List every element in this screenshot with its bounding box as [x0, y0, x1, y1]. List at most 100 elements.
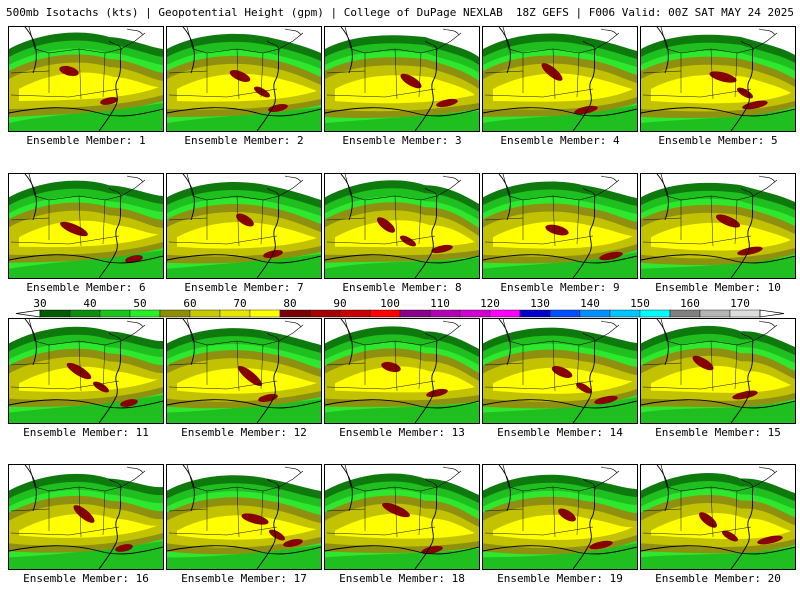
colorbar-swatch — [129, 309, 161, 318]
ensemble-map-panel — [482, 26, 638, 132]
isotach-map — [641, 465, 795, 569]
isotach-map — [167, 465, 321, 569]
isotach-map — [9, 319, 163, 423]
colorbar-tick-label: 30 — [33, 297, 46, 310]
isotach-map — [167, 27, 321, 131]
isotach-map — [641, 174, 795, 278]
colorbar-tick-label: 40 — [83, 297, 96, 310]
colorbar-swatch — [159, 309, 191, 318]
isotach-map — [9, 174, 163, 278]
colorbar-tick-label: 100 — [380, 297, 400, 310]
ensemble-member-label: Ensemble Member: 6 — [26, 281, 146, 294]
ensemble-map-panel — [8, 26, 164, 132]
colorbar-left-arrow — [15, 309, 41, 318]
ensemble-map-panel — [324, 318, 480, 424]
colorbar-swatch — [579, 309, 611, 318]
colorbar-swatch — [489, 309, 521, 318]
colorbar-swatch — [729, 309, 761, 318]
ensemble-member-label: Ensemble Member: 9 — [500, 281, 620, 294]
isotach-map — [641, 27, 795, 131]
colorbar-tick-label: 150 — [630, 297, 650, 310]
colorbar-tick-label: 80 — [283, 297, 296, 310]
isotach-map — [641, 319, 795, 423]
ensemble-member-label: Ensemble Member: 12 — [181, 426, 307, 439]
colorbar-swatch — [99, 309, 131, 318]
ensemble-member-label: Ensemble Member: 16 — [23, 572, 149, 585]
colorbar-tick-label: 60 — [183, 297, 196, 310]
ensemble-map-panel — [640, 173, 796, 279]
ensemble-map-panel — [640, 26, 796, 132]
ensemble-map-panel — [482, 464, 638, 570]
ensemble-map-panel — [166, 318, 322, 424]
isotach-map — [325, 174, 479, 278]
isotach-map — [483, 319, 637, 423]
colorbar-swatch — [609, 309, 641, 318]
colorbar-swatch — [249, 309, 281, 318]
colorbar-swatch — [399, 309, 431, 318]
isotach-map — [167, 174, 321, 278]
colorbar-swatch — [219, 309, 251, 318]
ensemble-member-label: Ensemble Member: 11 — [23, 426, 149, 439]
ensemble-map-panel — [166, 464, 322, 570]
colorbar-tick-label: 50 — [133, 297, 146, 310]
ensemble-map-panel — [640, 464, 796, 570]
ensemble-map-panel — [482, 173, 638, 279]
ensemble-map-panel — [8, 173, 164, 279]
ensemble-member-label: Ensemble Member: 19 — [497, 572, 623, 585]
colorbar-swatch — [339, 309, 371, 318]
chart-header: 500mb Isotachs (kts) | Geopotential Heig… — [6, 5, 794, 21]
colorbar-tick-label: 140 — [580, 297, 600, 310]
isotach-map — [167, 319, 321, 423]
ensemble-member-label: Ensemble Member: 14 — [497, 426, 623, 439]
colorbar-swatch — [699, 309, 731, 318]
ensemble-map-panel — [324, 26, 480, 132]
colorbar-swatch — [189, 309, 221, 318]
isotach-map — [325, 319, 479, 423]
ensemble-member-label: Ensemble Member: 3 — [342, 134, 462, 147]
ensemble-map-panel — [8, 318, 164, 424]
ensemble-member-label: Ensemble Member: 13 — [339, 426, 465, 439]
colorbar-right-arrow — [759, 309, 785, 318]
isotach-map — [483, 465, 637, 569]
isotach-map — [483, 174, 637, 278]
colorbar-tick-label: 130 — [530, 297, 550, 310]
isotach-map — [9, 27, 163, 131]
ensemble-member-label: Ensemble Member: 17 — [181, 572, 307, 585]
colorbar-tick-label: 70 — [233, 297, 246, 310]
colorbar-tick-label: 120 — [480, 297, 500, 310]
colorbar-tick-label: 110 — [430, 297, 450, 310]
ensemble-map-panel — [324, 173, 480, 279]
isotach-map — [325, 27, 479, 131]
colorbar-swatch — [519, 309, 551, 318]
isotach-map — [325, 465, 479, 569]
colorbar-swatch — [549, 309, 581, 318]
colorbar-swatch — [279, 309, 311, 318]
ensemble-map-panel — [166, 173, 322, 279]
ensemble-member-label: Ensemble Member: 20 — [655, 572, 781, 585]
ensemble-map-panel — [482, 318, 638, 424]
isotach-map — [483, 27, 637, 131]
colorbar-tick-label: 160 — [680, 297, 700, 310]
ensemble-member-label: Ensemble Member: 15 — [655, 426, 781, 439]
header-valid-time: 18Z GEFS | F006 Valid: 00Z SAT MAY 24 20… — [515, 6, 794, 19]
ensemble-member-label: Ensemble Member: 7 — [184, 281, 304, 294]
colorbar-swatch — [459, 309, 491, 318]
colorbar-swatch — [369, 309, 401, 318]
ensemble-map-panel — [640, 318, 796, 424]
colorbar-swatch — [39, 309, 71, 318]
ensemble-member-label: Ensemble Member: 8 — [342, 281, 462, 294]
ensemble-member-label: Ensemble Member: 1 — [26, 134, 146, 147]
ensemble-map-panel — [166, 26, 322, 132]
ensemble-member-label: Ensemble Member: 18 — [339, 572, 465, 585]
colorbar-swatch — [309, 309, 341, 318]
ensemble-member-label: Ensemble Member: 10 — [655, 281, 781, 294]
header-title: 500mb Isotachs (kts) | Geopotential Heig… — [6, 6, 503, 19]
ensemble-map-panel — [324, 464, 480, 570]
ensemble-member-label: Ensemble Member: 5 — [658, 134, 778, 147]
colorbar-tick-label: 170 — [730, 297, 750, 310]
isotach-map — [9, 465, 163, 569]
colorbar-swatch — [669, 309, 701, 318]
colorbar-tick-label: 90 — [333, 297, 346, 310]
colorbar-swatch — [429, 309, 461, 318]
colorbar-swatch — [639, 309, 671, 318]
